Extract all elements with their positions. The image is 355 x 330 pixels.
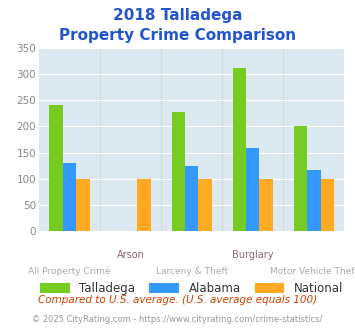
Text: Compared to U.S. average. (U.S. average equals 100): Compared to U.S. average. (U.S. average … [38,295,317,305]
Bar [260,179,273,231]
Bar [233,68,246,231]
Text: All Property Crime: All Property Crime [28,267,111,276]
Text: © 2025 CityRating.com - https://www.cityrating.com/crime-statistics/: © 2025 CityRating.com - https://www.city… [32,315,323,324]
Bar [246,148,260,231]
Bar [294,126,307,231]
Bar [321,179,334,231]
Bar [185,166,198,231]
Text: Motor Vehicle Theft: Motor Vehicle Theft [270,267,355,276]
Bar [171,112,185,231]
Legend: Talladega, Alabama, National: Talladega, Alabama, National [36,277,348,300]
Bar [63,163,76,231]
Text: Larceny & Theft: Larceny & Theft [155,267,228,276]
Text: 2018 Talladega: 2018 Talladega [113,8,242,23]
Bar [307,170,321,231]
Bar [198,179,212,231]
Text: Property Crime Comparison: Property Crime Comparison [59,28,296,43]
Text: Arson: Arson [117,250,144,260]
Bar [76,179,90,231]
Bar [137,179,151,231]
Text: Burglary: Burglary [232,250,273,260]
Bar [49,105,63,231]
